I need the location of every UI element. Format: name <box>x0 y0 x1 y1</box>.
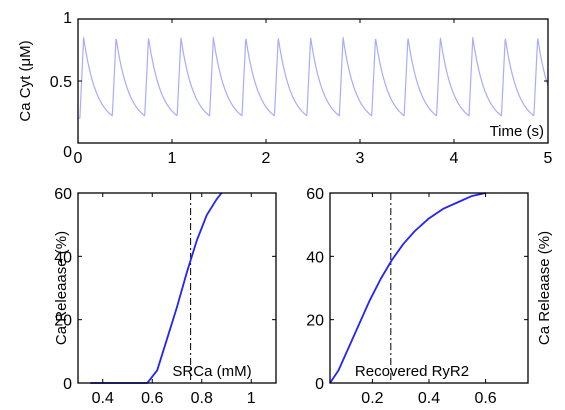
x-tick-label: 5 <box>544 150 553 167</box>
axis-ticks: 0.4 0.6 0.8 1 0 20 40 60 <box>54 186 276 407</box>
x-axis-label: Time (s) <box>490 123 544 140</box>
panel-ca-release-vs-srca: 0.4 0.6 0.8 1 0 20 40 60 Ca Releaase (%) SRCa (… <box>53 186 277 407</box>
x-axis-label: SRCa (mM) <box>172 363 251 380</box>
x-tick-label: 1 <box>168 150 177 167</box>
y-tick-label: 0 <box>63 144 72 161</box>
panel-ca-cyt-vs-time: 0 1 2 3 4 5 0 0.5 1 Ca Cyt (μM) Time (s) <box>17 10 553 167</box>
x-tick-label: 0.4 <box>92 390 114 407</box>
ca-cyt-trace <box>77 37 549 119</box>
x-tick-label: 4 <box>450 150 459 167</box>
series-line <box>329 192 486 384</box>
x-tick-label: 2 <box>262 150 271 167</box>
y-axis-label: Ca Releaase (%) <box>536 231 553 345</box>
panel-ca-release-vs-recovered-ryr2: 0.2 0.4 0.6 0 20 40 60 Ca Releaase (%) Recover… <box>306 186 553 407</box>
x-tick-label: 0 <box>74 150 83 167</box>
plot-frame <box>77 18 549 144</box>
series-line <box>77 37 549 119</box>
y-axis-label: Ca Releaase (%) <box>53 231 70 345</box>
y-axis-label: Ca Cyt (μM) <box>17 40 34 121</box>
ca-release-curve <box>90 192 223 384</box>
series-line <box>90 192 223 384</box>
x-tick-label: 0.4 <box>418 390 440 407</box>
y-tick-label: 0 <box>315 376 324 393</box>
x-tick-label: 0.2 <box>361 390 383 407</box>
plot-frame <box>329 192 529 384</box>
x-tick-label: 0.8 <box>191 390 213 407</box>
x-tick-label: 1 <box>247 390 256 407</box>
ca-release-curve <box>329 192 486 384</box>
y-tick-label: 60 <box>306 186 324 203</box>
x-tick-label: 0.6 <box>141 390 163 407</box>
y-tick-label: 40 <box>306 249 324 266</box>
y-tick-label: 1 <box>63 10 72 27</box>
axis-ticks: 0.2 0.4 0.6 0 20 40 60 <box>306 186 528 407</box>
y-tick-label: 20 <box>54 313 72 330</box>
y-tick-label: 0 <box>63 376 72 393</box>
x-tick-label: 3 <box>356 150 365 167</box>
y-tick-label: 0.5 <box>50 74 72 91</box>
y-tick-label: 60 <box>54 186 72 203</box>
y-tick-label: 40 <box>54 249 72 266</box>
axis-ticks: 0 1 2 3 4 5 0 0.5 1 <box>50 10 553 167</box>
x-axis-label: Recovered RyR2 <box>355 363 469 380</box>
x-tick-label: 0.6 <box>474 390 496 407</box>
plot-frame <box>77 192 277 384</box>
y-tick-label: 20 <box>306 313 324 330</box>
